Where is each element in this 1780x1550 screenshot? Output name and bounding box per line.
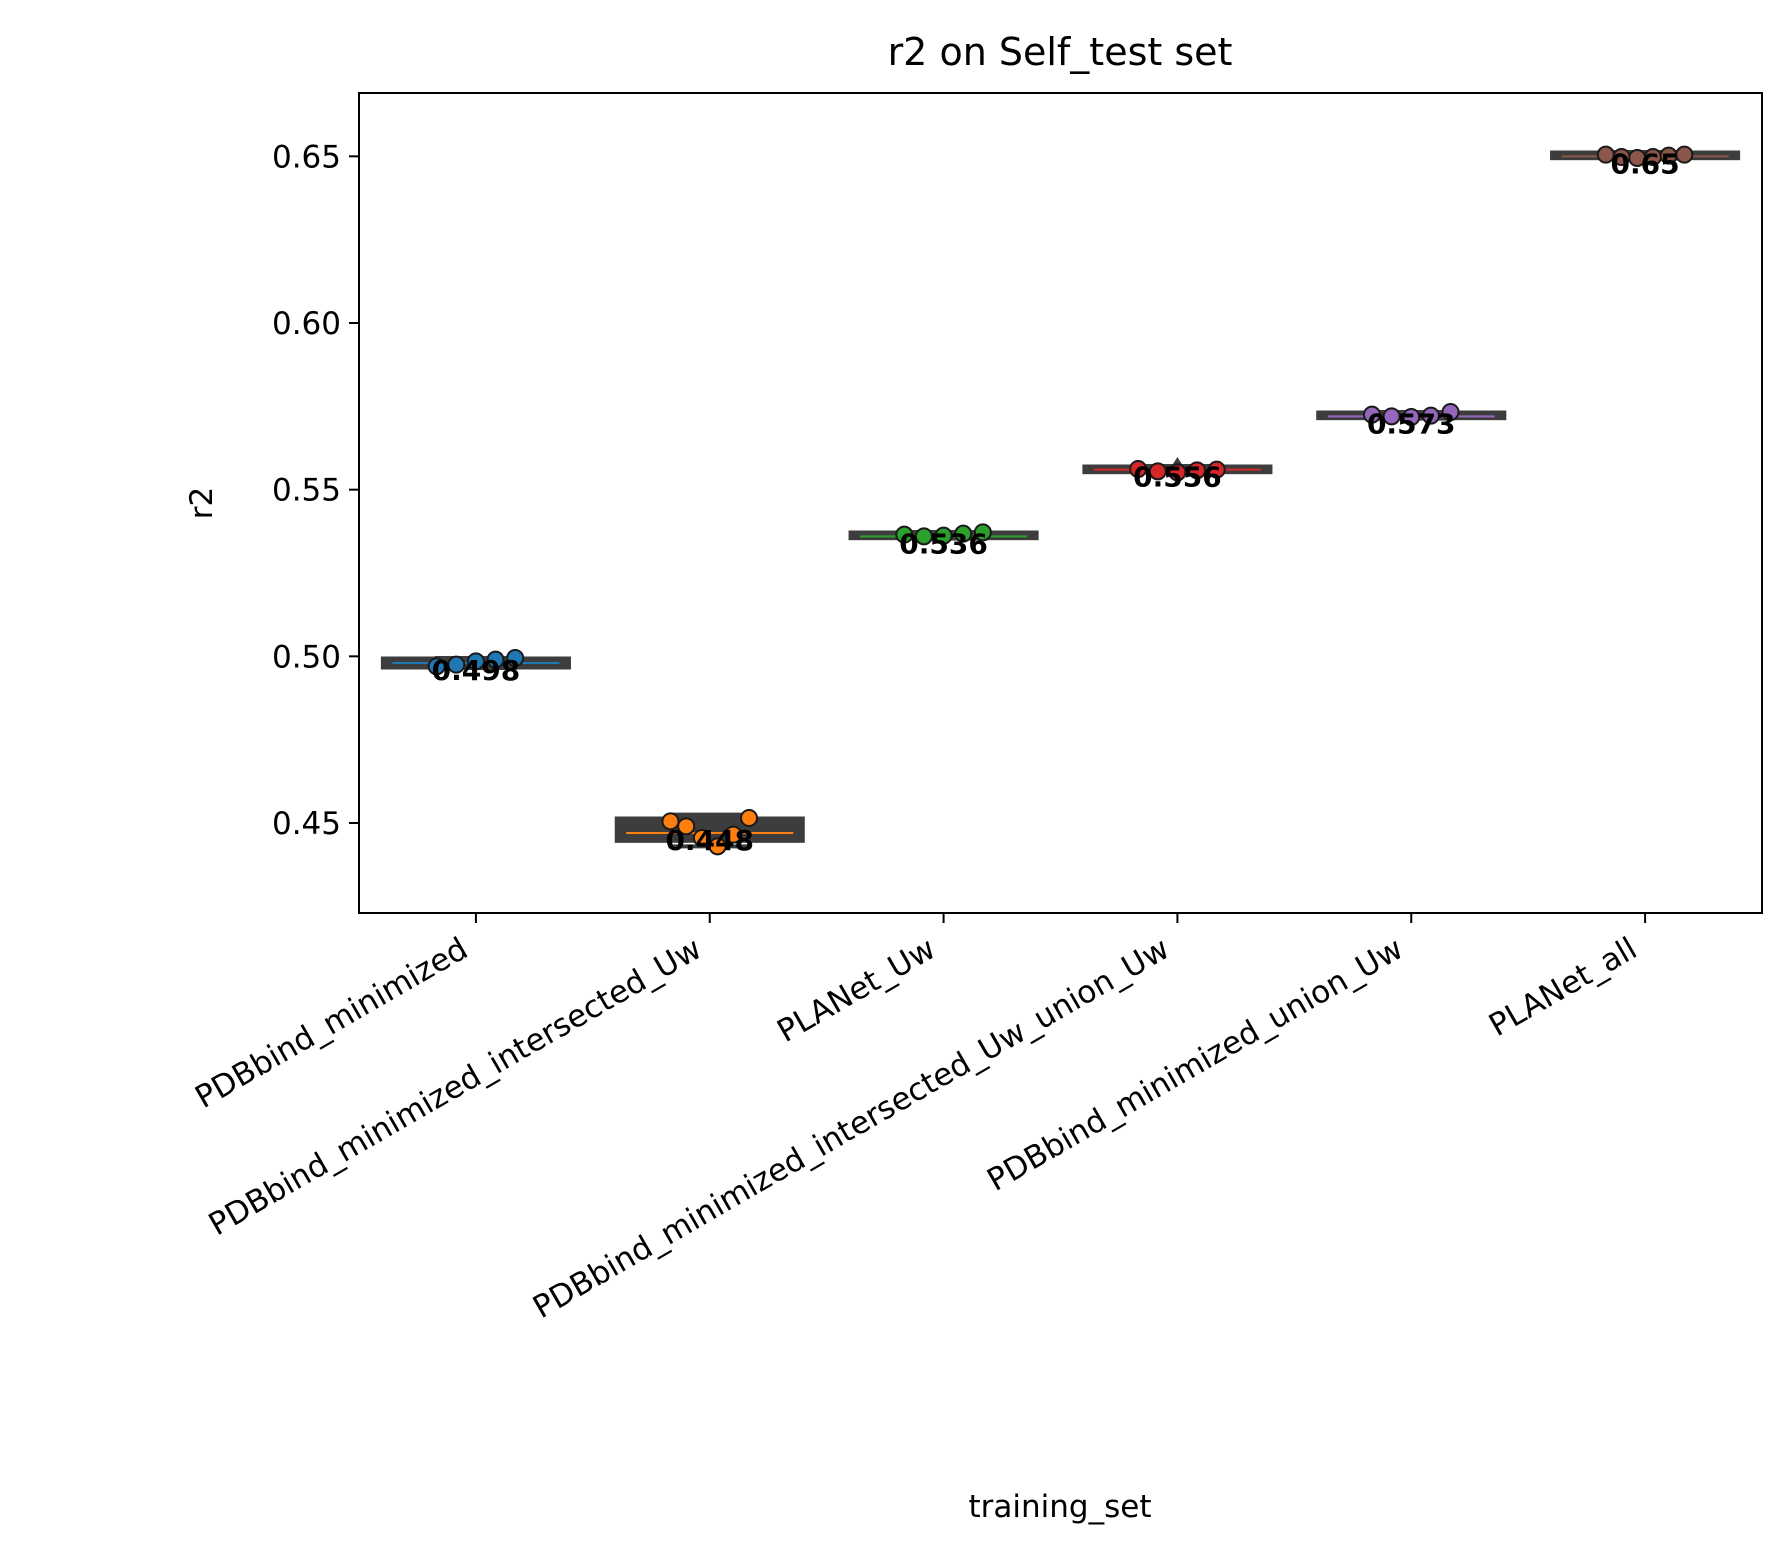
data-point — [1441, 403, 1460, 421]
data-point — [466, 652, 485, 671]
data-point — [1188, 461, 1207, 480]
data-point — [1421, 406, 1440, 425]
data-point — [895, 525, 914, 544]
data-point — [447, 655, 466, 674]
box-group: 0.536 — [848, 523, 1039, 560]
data-point — [1402, 408, 1421, 426]
data-point — [708, 837, 727, 856]
data-point — [1675, 145, 1694, 164]
box-group: 0.573 — [1316, 403, 1507, 440]
box-group: 0.65 — [1550, 145, 1741, 180]
y-tick-label: 0.60 — [272, 306, 341, 342]
median-value-label: 0.498 — [432, 654, 521, 687]
x-tick-label: PDBbind_minimized_intersected_Uw — [203, 931, 708, 1243]
data-point — [724, 825, 743, 844]
data-point — [486, 650, 505, 669]
median-value-label: 0.536 — [899, 527, 988, 560]
data-point — [506, 649, 525, 667]
data-point — [1362, 405, 1381, 424]
data-point — [914, 527, 933, 546]
y-tick-label: 0.55 — [272, 473, 341, 509]
x-axis-label: training_set — [969, 1489, 1152, 1525]
data-point — [1129, 460, 1148, 478]
data-point — [677, 817, 696, 836]
chart-title: r2 on Self_test set — [888, 30, 1233, 74]
y-tick-label: 0.45 — [272, 806, 341, 842]
y-axis: 0.45 0.50 0.55 0.60 0.65 — [272, 139, 359, 842]
x-tick-label: PLANet_Uw — [771, 931, 941, 1050]
data-point — [1207, 460, 1226, 479]
axes-frame — [358, 92, 1763, 914]
data-point — [661, 812, 680, 831]
data-point — [973, 523, 992, 542]
y-tick-label: 0.65 — [272, 139, 341, 175]
median-value-label: 0.65 — [1611, 147, 1680, 180]
x-tick-label: PLANet_all — [1483, 931, 1643, 1044]
data-point — [740, 809, 759, 827]
x-tick-label: PDBbind_minimized_union_Uw — [981, 931, 1409, 1199]
box-group: 0.556 — [1082, 457, 1273, 494]
data-point — [427, 657, 446, 676]
data-point — [1382, 407, 1401, 426]
y-axis-label: r2 — [184, 487, 220, 519]
data-point — [954, 524, 973, 543]
box-group: 0.448 — [614, 809, 805, 857]
median-value-label: 0.556 — [1133, 461, 1222, 494]
data-point — [1168, 463, 1187, 482]
data-point — [934, 526, 953, 545]
x-axis: PDBbind_minimizedPDBbind_minimized_inter… — [189, 913, 1647, 1326]
median-value-label: 0.573 — [1367, 407, 1456, 440]
plot-area: 0.498 0.448 0.536 0.556 0.573 0.65 — [380, 145, 1741, 857]
data-point — [1148, 462, 1167, 481]
median-value-label: 0.448 — [665, 824, 754, 857]
data-point — [692, 829, 711, 847]
box-group: 0.498 — [380, 649, 571, 687]
y-tick-label: 0.50 — [272, 639, 341, 675]
